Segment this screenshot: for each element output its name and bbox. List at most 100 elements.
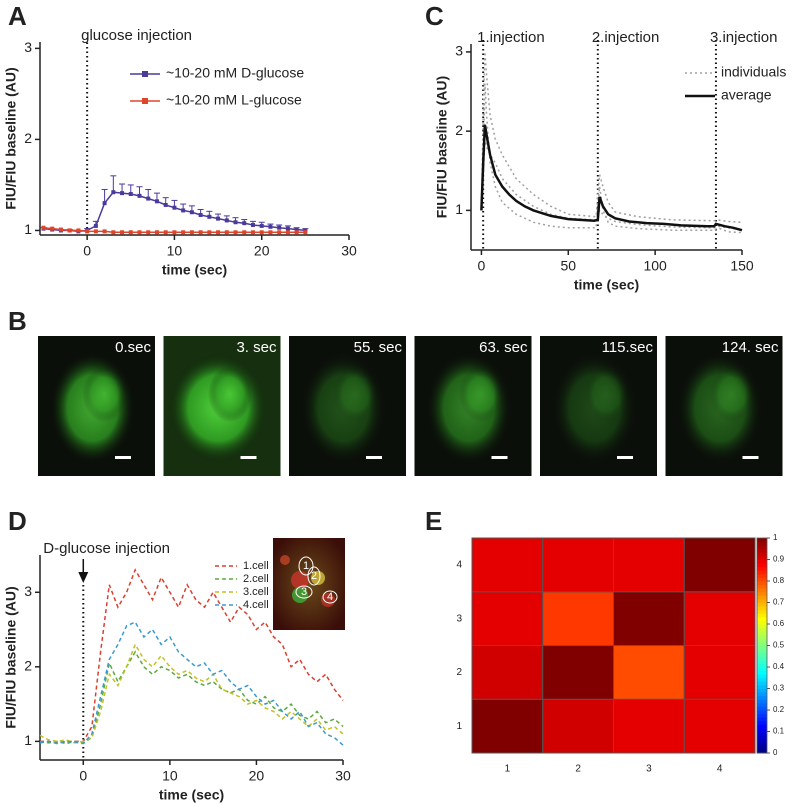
- cell-blob: [584, 366, 629, 422]
- marker: [224, 218, 229, 223]
- x-axis-title: time (sec): [574, 277, 639, 293]
- cell-blob: [208, 366, 252, 422]
- marker: [181, 230, 186, 235]
- x-tick-label: 10: [167, 243, 183, 259]
- colorbar-stripe: [757, 541, 767, 546]
- image-frame: 55. sec: [289, 336, 406, 476]
- colorbar-stripe: [757, 555, 767, 560]
- marker: [163, 230, 168, 235]
- colorbar-stripe: [757, 620, 767, 625]
- colorbar-stripe: [757, 570, 767, 575]
- colorbar-stripe: [757, 595, 767, 600]
- colorbar-label: 1: [773, 533, 778, 542]
- y-tick-label: 3: [455, 43, 463, 59]
- heat-cell: [542, 591, 614, 646]
- annotation-text: glucose injection: [81, 27, 192, 44]
- scale-bar: [240, 456, 257, 459]
- marker: [250, 230, 255, 235]
- annotation-text: 2.injection: [592, 29, 660, 46]
- y-axis-title: FIU/FIU baseline (AU): [3, 586, 19, 728]
- colorbar-stripe: [757, 659, 767, 664]
- colorbar-stripe: [757, 677, 767, 682]
- colorbar-stripe: [757, 563, 767, 568]
- colorbar-stripe: [757, 581, 767, 586]
- y-tick-label: 2: [455, 122, 463, 138]
- x-tick-label: 10: [162, 768, 178, 784]
- marker: [242, 221, 247, 226]
- legend-label: 2.cell: [243, 573, 269, 585]
- y-tick-label: 2: [24, 658, 32, 674]
- marker: [233, 220, 238, 225]
- colorbar-stripe: [757, 559, 767, 564]
- colorbar-stripe: [757, 692, 767, 697]
- colorbar-label: 0: [773, 748, 778, 757]
- series-line: [39, 650, 344, 745]
- marker: [120, 230, 125, 235]
- series-line: [480, 83, 743, 234]
- marker: [268, 224, 273, 229]
- annotation-arrowhead: [78, 572, 89, 583]
- heat-cell: [471, 591, 544, 646]
- heat-cell: [613, 698, 685, 754]
- colorbar-stripe: [757, 588, 767, 593]
- colorbar-label: 0.6: [773, 619, 785, 628]
- legend-label: individuals: [721, 64, 786, 80]
- marker: [76, 228, 81, 233]
- x-tick-label: 1: [505, 764, 511, 775]
- frame-time: 0.sec: [115, 339, 151, 356]
- colorbar-stripe: [757, 738, 767, 743]
- colorbar-stripe: [757, 742, 767, 747]
- marker: [120, 191, 125, 196]
- colorbar-stripe: [757, 684, 767, 689]
- y-tick-label: 1: [24, 221, 32, 237]
- colorbar-stripe: [757, 688, 767, 693]
- colorbar-label: 0.1: [773, 727, 785, 736]
- frame-time: 3. sec: [236, 339, 277, 356]
- legend-label: 4.cell: [243, 599, 269, 611]
- colorbar-stripe: [757, 538, 767, 543]
- colorbar-stripe: [757, 573, 767, 578]
- y-tick-label: 2: [456, 667, 462, 678]
- colorbar-stripe: [757, 735, 767, 740]
- marker: [172, 205, 177, 210]
- colorbar-stripe: [757, 745, 767, 750]
- marker: [233, 230, 238, 235]
- cell-blob: [333, 366, 378, 422]
- y-tick-label: 1: [24, 732, 32, 748]
- x-tick-label: 50: [560, 258, 576, 274]
- panel-label: E: [425, 506, 442, 536]
- marker: [163, 202, 168, 207]
- inset-label: 3: [301, 586, 307, 598]
- colorbar-label: 0.5: [773, 641, 785, 650]
- marker: [102, 201, 107, 206]
- heat-cell: [613, 537, 685, 593]
- marker: [285, 226, 290, 231]
- colorbar-stripe: [757, 663, 767, 668]
- colorbar-stripe: [757, 624, 767, 629]
- scale-bar: [115, 456, 131, 459]
- colorbar-stripe: [757, 699, 767, 704]
- colorbar-stripe: [757, 667, 767, 672]
- heat-cell: [683, 645, 756, 700]
- x-tick-label: 4: [717, 764, 723, 775]
- colorbar-stripe: [757, 645, 767, 650]
- cell-blob: [82, 366, 127, 422]
- frame-time: 55. sec: [354, 339, 403, 356]
- y-tick-label: 4: [456, 560, 462, 571]
- heat-cell: [683, 537, 756, 593]
- colorbar-stripe: [757, 749, 767, 754]
- colorbar-stripe: [757, 606, 767, 611]
- x-tick-label: 30: [335, 768, 351, 784]
- y-tick-label: 1: [456, 721, 462, 732]
- series-line: [39, 621, 344, 746]
- colorbar-stripe: [757, 613, 767, 618]
- marker: [268, 230, 273, 235]
- marker: [58, 227, 63, 232]
- y-tick-label: 1: [455, 201, 463, 217]
- marker: [50, 226, 55, 231]
- heat-cell: [471, 537, 544, 593]
- marker: [146, 230, 151, 235]
- colorbar-label: 0.8: [773, 576, 785, 585]
- heat-cell: [542, 537, 614, 593]
